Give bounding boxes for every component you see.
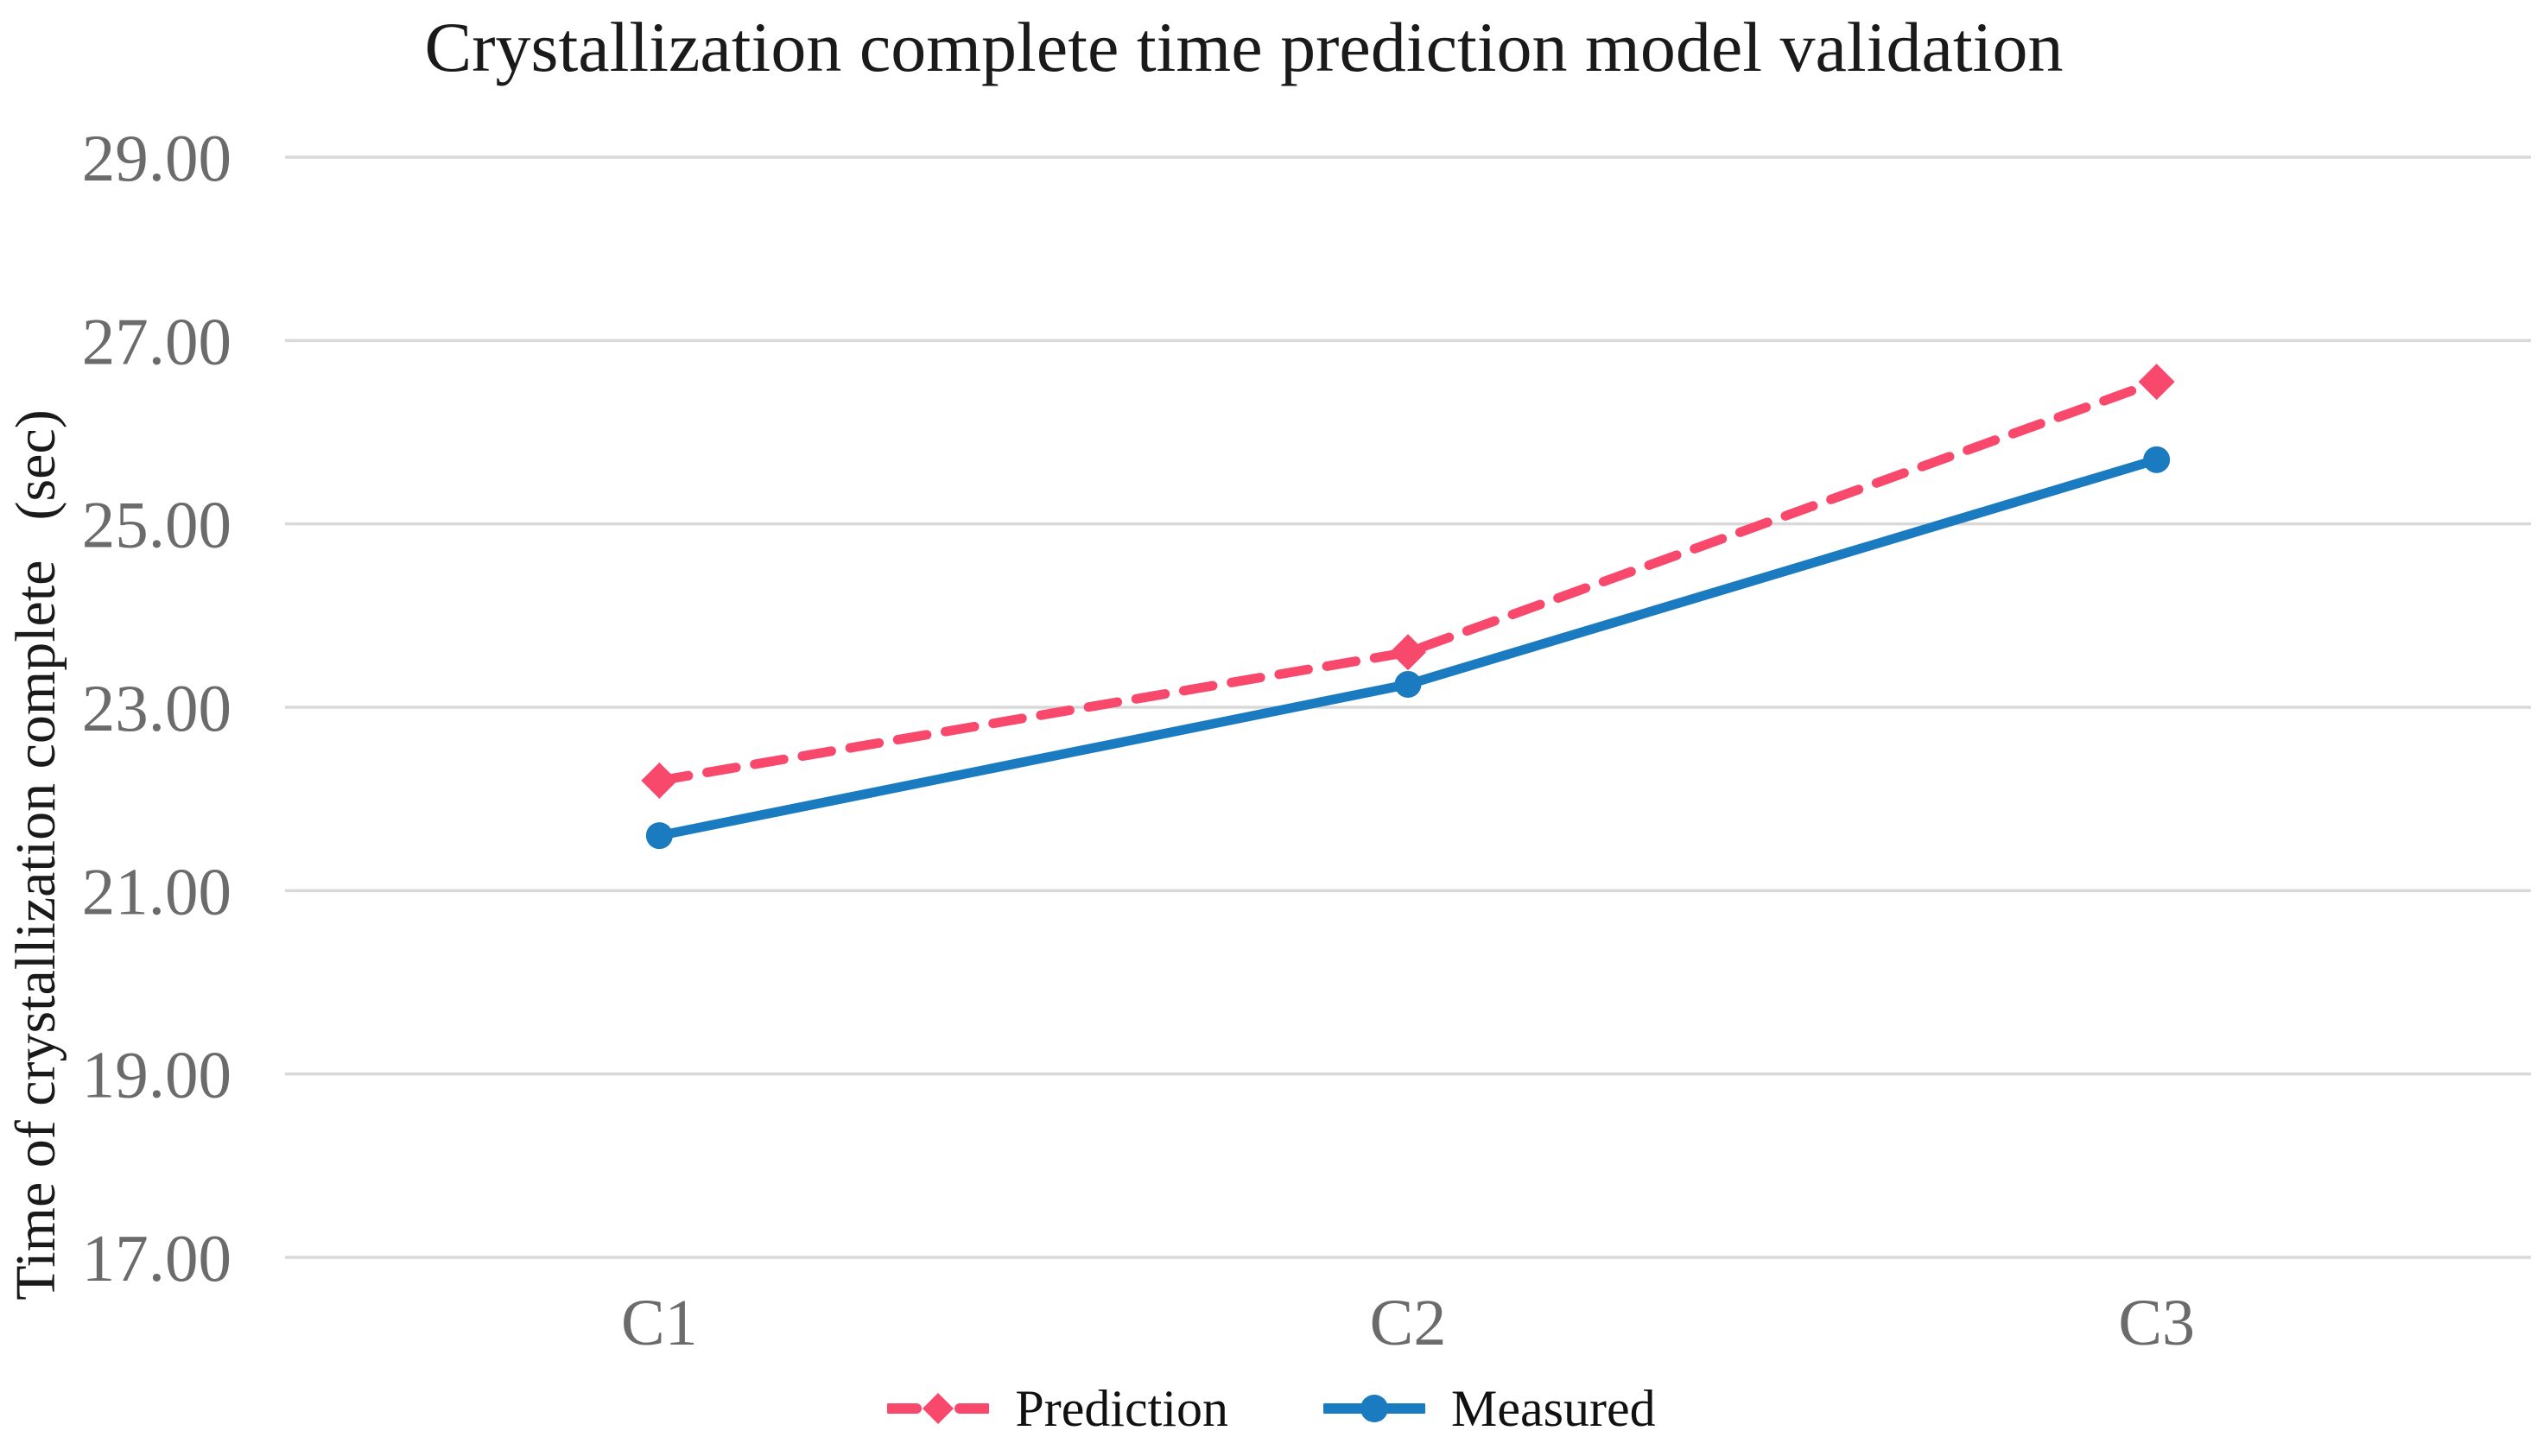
chart-title: Crystallization complete time prediction… <box>424 8 2064 86</box>
y-axis-title-text: Time of crystallization complete <box>4 560 67 1301</box>
y-tick-label: 23.00 <box>82 671 231 745</box>
y-tick-label: 19.00 <box>82 1038 231 1112</box>
x-category-label: C2 <box>1370 1287 1447 1359</box>
data-point-marker-measured <box>645 822 673 850</box>
legend-circle-marker <box>1360 1395 1389 1422</box>
data-point-marker-measured <box>2143 446 2171 473</box>
y-axis-title-unit: (sec) <box>4 409 67 521</box>
y-tick-label: 27.00 <box>82 304 231 378</box>
y-axis-title: Time of crystallization complete (sec) <box>4 358 67 1352</box>
series-line-prediction <box>654 377 2162 786</box>
data-point-marker-prediction <box>2138 364 2175 401</box>
legend-item-measured: Measured <box>1323 1378 1656 1439</box>
legend-diamond-marker <box>923 1393 954 1424</box>
data-point-marker-prediction <box>641 762 678 799</box>
x-category-label: C3 <box>2118 1287 2195 1359</box>
x-category-label: C1 <box>621 1287 698 1359</box>
data-point-marker-measured <box>1394 670 1422 698</box>
y-tick-label: 17.00 <box>82 1221 231 1295</box>
legend-item-prediction: Prediction <box>887 1378 1228 1439</box>
data-point-marker-prediction <box>1390 634 1426 671</box>
legend-label-prediction: Prediction <box>1015 1379 1229 1437</box>
legend: Prediction Measured <box>0 1378 2543 1439</box>
legend-solid-line-icon <box>1323 1395 1426 1422</box>
legend-label-measured: Measured <box>1451 1379 1656 1437</box>
y-tick-label: 25.00 <box>82 488 231 562</box>
legend-dashed-line-icon <box>887 1393 990 1424</box>
y-tick-label: 29.00 <box>82 121 231 195</box>
y-tick-label: 21.00 <box>82 854 231 928</box>
